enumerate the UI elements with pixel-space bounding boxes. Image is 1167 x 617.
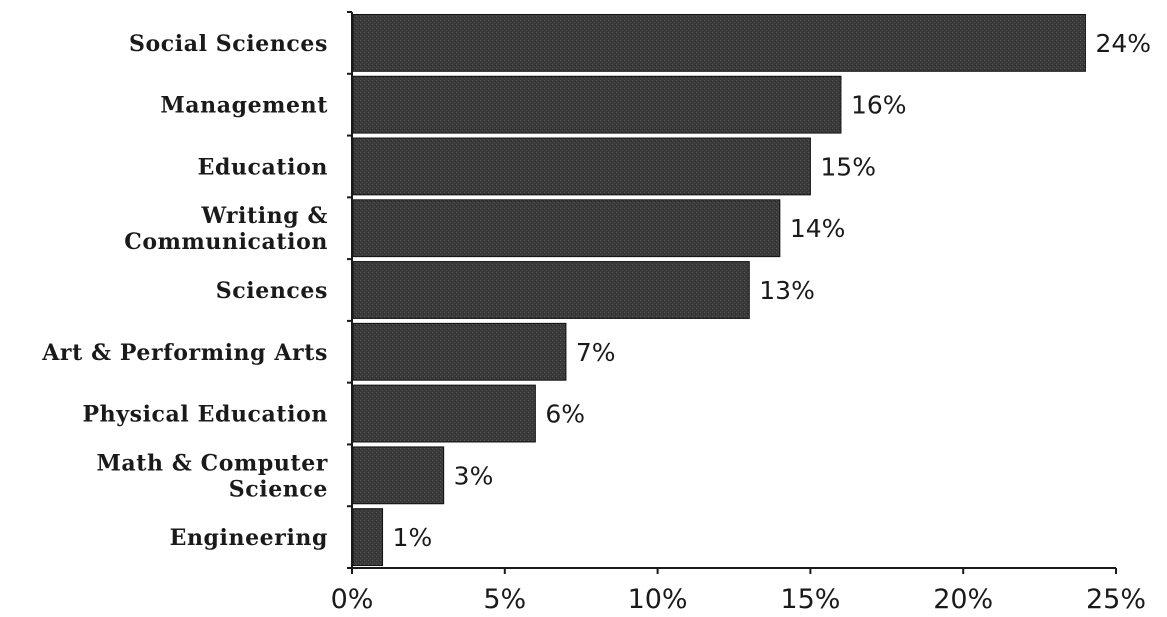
bar xyxy=(352,75,842,134)
data-label: 24% xyxy=(1095,29,1151,58)
data-label: 6% xyxy=(545,400,585,429)
category-label: Management xyxy=(160,93,328,119)
bar xyxy=(352,446,445,505)
bar xyxy=(352,508,384,567)
bars-layer: 24% 16% 15% 14% 13% 7% 6% 3% 1% xyxy=(352,13,1151,567)
category-label: Education xyxy=(198,154,328,180)
bar xyxy=(352,261,750,319)
x-tick-label: 5% xyxy=(483,584,526,615)
x-tick-label: 20% xyxy=(933,584,993,615)
category-label: Art & Performing Arts xyxy=(41,340,328,366)
axes-layer: 0% 5% 10% 15% 20% 25% xyxy=(331,11,1146,615)
bar xyxy=(352,322,567,381)
x-tick-label: 25% xyxy=(1086,584,1146,615)
bar xyxy=(352,137,811,196)
data-label: 14% xyxy=(790,214,846,243)
category-labels-layer: Social Sciences Management Education Writin… xyxy=(41,31,329,551)
category-label: Social Sciences xyxy=(129,31,328,57)
x-tick-label: 10% xyxy=(628,584,688,615)
category-label: Science xyxy=(229,476,328,502)
data-label: 15% xyxy=(820,152,876,181)
category-label: Physical Education xyxy=(82,402,328,428)
data-label: 7% xyxy=(576,338,616,367)
x-tick-label: 15% xyxy=(780,584,840,615)
data-label: 1% xyxy=(393,523,433,552)
category-label: Sciences xyxy=(216,278,328,304)
bar xyxy=(352,13,1086,72)
data-label: 16% xyxy=(851,91,907,120)
category-label: Engineering xyxy=(170,525,328,551)
x-tick-label: 0% xyxy=(331,584,374,615)
data-label: 13% xyxy=(759,276,815,305)
category-label: Communication xyxy=(124,229,328,255)
data-label: 3% xyxy=(454,461,494,490)
category-label: Writing & xyxy=(201,203,329,229)
category-label: Math & Computer xyxy=(96,450,328,476)
bar xyxy=(352,199,781,258)
bar xyxy=(352,384,536,443)
